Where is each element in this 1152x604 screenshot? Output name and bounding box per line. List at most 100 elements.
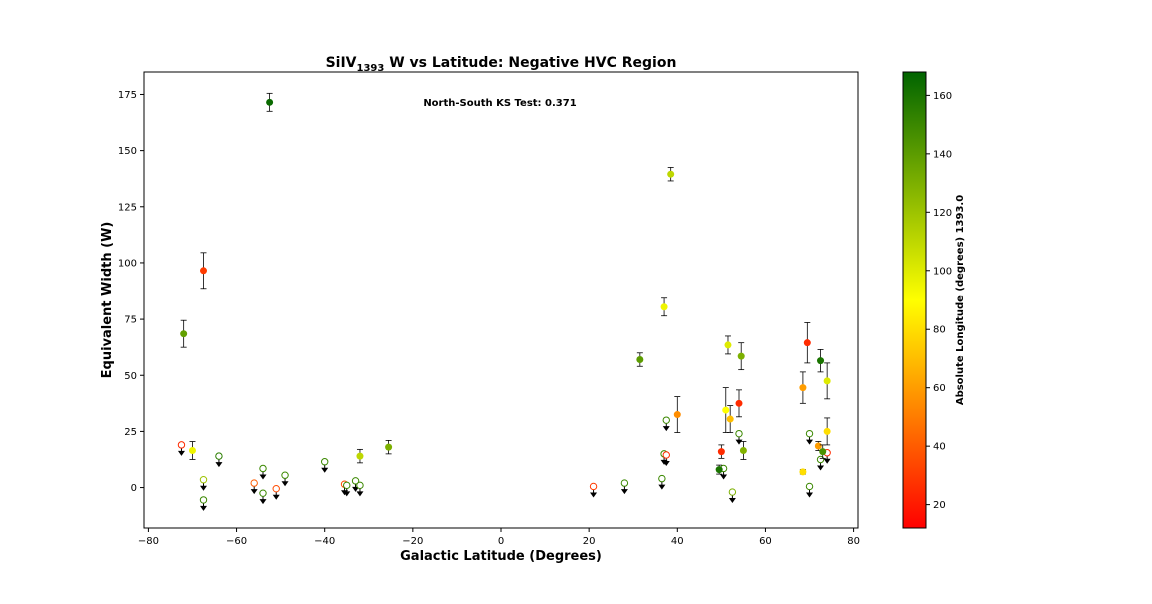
x-tick-label: 40 — [671, 536, 684, 547]
detection-point — [180, 330, 188, 338]
detection-point — [717, 448, 725, 456]
upper-limit-point — [662, 416, 670, 424]
colorbar-tick-label: 20 — [933, 500, 946, 511]
upper-limit-point — [321, 458, 329, 466]
upper-limit-arrow — [259, 499, 267, 505]
upper-limit-point — [805, 482, 814, 491]
upper-limit-arrow — [728, 498, 736, 504]
upper-limit-point — [199, 496, 208, 504]
detection-point — [660, 303, 668, 311]
upper-limit-point — [728, 488, 737, 496]
upper-limit-arrow — [352, 486, 360, 492]
upper-limit-arrow — [177, 450, 185, 456]
upper-limit-arrow — [356, 491, 364, 497]
chart-title-subscript: 1393 — [357, 63, 385, 74]
detection-point — [799, 468, 807, 476]
upper-limit-point — [658, 474, 666, 483]
y-tick-label: 125 — [118, 202, 137, 213]
detection-point — [739, 447, 747, 455]
upper-limit-arrow — [200, 505, 207, 511]
detection-point — [803, 339, 811, 347]
x-tick-label: −20 — [402, 536, 423, 547]
detection-point — [823, 427, 831, 435]
x-tick-label: −40 — [314, 536, 335, 547]
detection-point — [724, 341, 732, 349]
detection-point — [356, 452, 364, 460]
upper-limit-point — [351, 477, 360, 485]
upper-limit-point — [816, 455, 825, 464]
upper-limit-point — [177, 441, 186, 449]
y-tick-label: 150 — [118, 146, 137, 157]
detection-point — [823, 377, 831, 385]
upper-limit-arrow — [215, 462, 223, 468]
upper-limit-arrow — [735, 439, 743, 445]
x-tick-label: 80 — [847, 536, 860, 547]
y-tick-label: 25 — [124, 427, 137, 438]
detection-point — [814, 442, 822, 450]
upper-limit-arrow — [658, 484, 666, 490]
ks-test-annotation: North-South KS Test: 0.371 — [423, 98, 576, 109]
y-tick-label: 0 — [131, 483, 137, 494]
x-tick-label: 20 — [583, 536, 596, 547]
colorbar-tick-label: 40 — [933, 442, 946, 453]
upper-limit-arrow — [250, 489, 258, 495]
colorbar-ticks: 20 40 60 80 100 120 140 160 — [926, 91, 952, 511]
chart-title-rest: W vs Latitude: Negative HVC Region — [384, 55, 676, 71]
upper-limit-point — [735, 429, 743, 438]
colorbar-tick-label: 140 — [933, 149, 952, 160]
detection-point — [636, 356, 644, 364]
y-tick-label: 50 — [124, 371, 137, 382]
upper-limit-point — [281, 471, 289, 479]
upper-limit-arrow — [806, 492, 814, 498]
y-tick-label: 100 — [118, 258, 137, 269]
detection-point — [667, 170, 675, 178]
upper-limit-point — [272, 484, 280, 493]
chart-title-main: SiIV — [326, 55, 357, 71]
colorbar-tick-label: 100 — [933, 266, 952, 277]
upper-limit-point — [259, 489, 267, 497]
upper-limit-arrow — [343, 491, 351, 497]
detection-point — [799, 384, 807, 392]
colorbar-label: Absolute Longitude (degrees) 1393.0 — [955, 195, 966, 405]
y-axis-label: Equivalent Width (W) — [100, 222, 115, 379]
detection-point — [385, 443, 393, 451]
detection-point — [715, 466, 723, 474]
upper-limit-arrow — [281, 481, 289, 487]
colorbar-tick-label: 60 — [933, 383, 946, 394]
colorbar-tick-label: 80 — [933, 325, 946, 336]
upper-limit-arrow — [620, 489, 628, 495]
upper-limit-arrow — [817, 465, 825, 471]
upper-limit-arrow — [662, 460, 670, 466]
x-tick-label: 60 — [759, 536, 772, 547]
upper-limit-point — [356, 481, 364, 490]
chart-title: SiIV1393 W vs Latitude: Negative HVC Reg… — [326, 55, 677, 74]
colorbar-tick-label: 120 — [933, 208, 952, 219]
upper-limit-arrow — [200, 485, 207, 491]
colorbar-tick-label: 160 — [933, 91, 952, 102]
upper-limit-arrow — [823, 458, 831, 464]
detection-point — [200, 267, 207, 275]
detection-point — [722, 406, 730, 414]
upper-limit-point — [215, 452, 223, 460]
upper-limit-point — [199, 476, 208, 484]
detection-point — [188, 447, 196, 455]
detection-point — [726, 415, 734, 423]
x-axis-label: Galactic Latitude (Degrees) — [400, 549, 602, 564]
upper-limit-point — [805, 429, 814, 438]
upper-limit-arrow — [662, 426, 670, 432]
detection-point — [819, 448, 827, 456]
x-tick-label: −60 — [226, 536, 247, 547]
y-tick-label: 75 — [124, 315, 137, 326]
y-tick-label: 175 — [118, 90, 137, 101]
x-tick-label: −80 — [138, 536, 159, 547]
upper-limit-point — [620, 479, 629, 487]
colorbar — [902, 71, 927, 529]
upper-limit-arrow — [272, 494, 280, 500]
upper-limit-point — [589, 482, 598, 491]
detection-point — [673, 411, 681, 419]
plot-frame — [143, 71, 859, 529]
upper-limit-point — [662, 451, 670, 459]
detection-point — [737, 352, 745, 360]
upper-limit-arrow — [590, 492, 598, 498]
